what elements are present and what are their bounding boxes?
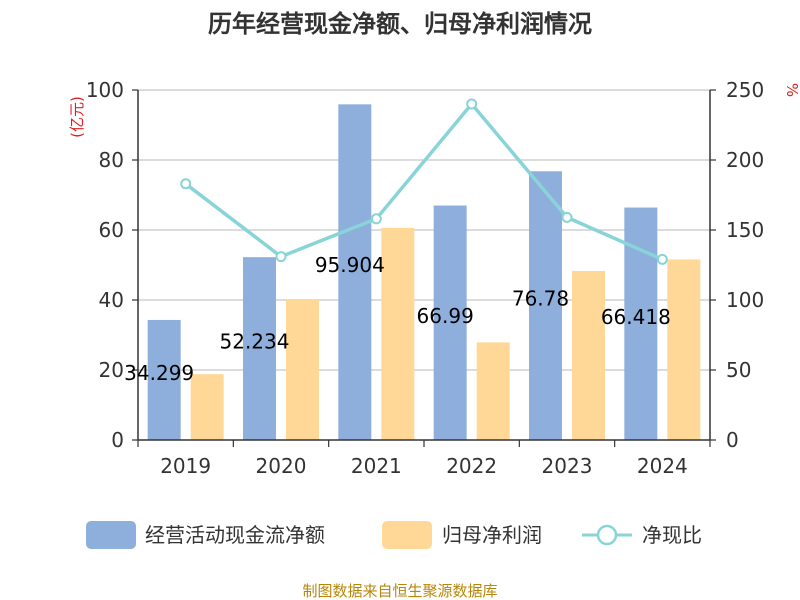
right-axis-unit: %: [783, 83, 800, 97]
bars: [147, 104, 701, 440]
ratio-point: [275, 251, 287, 263]
left-tick-label: 60: [99, 218, 124, 242]
x-tick-label: 2020: [256, 454, 307, 478]
data-label: 76.78: [512, 287, 569, 311]
bar-netprofit: [381, 227, 415, 440]
right-tick-label: 0: [726, 428, 739, 452]
grid: [138, 89, 710, 371]
data-label: 95.904: [315, 253, 385, 277]
x-tick-label: 2024: [637, 454, 688, 478]
legend-label: 净现比: [642, 523, 702, 547]
ratio-point: [656, 253, 668, 265]
ratio-point: [561, 211, 573, 223]
bar-netprofit: [667, 259, 701, 440]
bar-cashflow: [529, 171, 562, 440]
left-tick-label: 20: [99, 358, 124, 382]
right-tick-label: 200: [726, 148, 764, 172]
right-tick-label: 100: [726, 288, 764, 312]
data-labels: 34.299 52.234 95.904 66.99 76.78 66.418: [124, 253, 671, 385]
bar-cashflow: [243, 257, 276, 440]
left-tick-label: 40: [99, 288, 124, 312]
data-label: 52.234: [220, 330, 290, 354]
right-tick-label: 50: [726, 358, 751, 382]
x-tick-label: 2019: [160, 454, 211, 478]
legend-swatch: [86, 521, 136, 549]
left-tick-label: 0: [111, 428, 124, 452]
legend-marker: [596, 524, 618, 546]
source-note: 制图数据来自恒生聚源数据库: [302, 582, 497, 600]
legend-swatch: [382, 521, 432, 549]
x-tick-label: 2022: [446, 454, 497, 478]
left-axis-unit: (亿元): [68, 96, 86, 138]
bar-cashflow: [147, 319, 181, 440]
ratio-point: [180, 178, 192, 190]
legend-label: 归母净利润: [442, 523, 542, 547]
data-label: 66.418: [601, 305, 671, 329]
ratio-point: [370, 213, 382, 225]
axes: 0 20 40 60 80 100 0 50 100 150 200 250 2019 2020 2021 2…: [86, 78, 764, 478]
right-tick-label: 250: [726, 78, 764, 102]
data-label: 34.299: [124, 361, 194, 385]
bar-netprofit: [476, 342, 510, 440]
ratio-line: [180, 98, 668, 265]
bar-cashflow: [433, 205, 467, 440]
left-tick-label: 80: [99, 148, 124, 172]
right-tick-label: 150: [726, 218, 764, 242]
legend-label: 经营活动现金流净额: [145, 523, 325, 547]
ratio-line-path: [184, 101, 664, 262]
chart-title: 历年经营现金净额、归母净利润情况: [208, 10, 592, 38]
bar-netprofit: [572, 270, 605, 440]
legend: 经营活动现金流净额 归母净利润 净现比: [86, 521, 702, 549]
ratio-point: [466, 98, 478, 110]
bar-netprofit: [286, 300, 319, 440]
bar-cashflow: [338, 104, 372, 440]
bar-netprofit: [190, 374, 224, 440]
left-tick-label: 100: [86, 78, 124, 102]
data-label: 66.99: [417, 304, 474, 328]
x-tick-label: 2023: [542, 454, 593, 478]
x-tick-label: 2021: [351, 454, 402, 478]
